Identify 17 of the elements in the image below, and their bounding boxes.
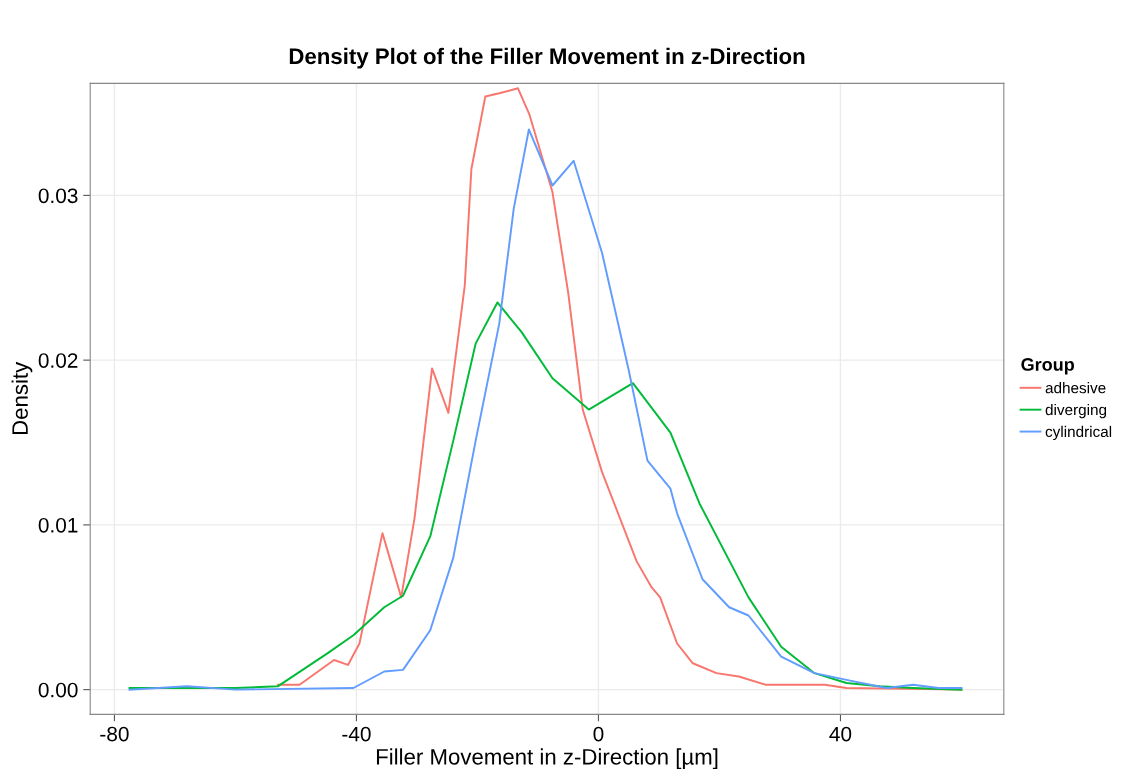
x-tick-label: 40 [829, 726, 852, 742]
y-tick-label: 0.00 [38, 682, 78, 698]
legend-label: cylindrical [1045, 425, 1112, 441]
legend-title: Group [1021, 358, 1075, 375]
x-tick-label: 0 [593, 726, 604, 742]
x-tick-label: -40 [342, 726, 371, 742]
y-axis-title: Density [11, 361, 33, 435]
y-tick-label: 0.03 [38, 188, 78, 204]
line-series [128, 301, 963, 691]
legend-label: diverging [1045, 403, 1107, 419]
line-series [128, 128, 963, 691]
y-tick-label: 0.01 [38, 517, 78, 533]
legend-label: adhesive [1045, 382, 1106, 394]
chart-title: Density Plot of the Filler Movement in z-Direction [289, 47, 805, 69]
y-tick-label: 0.02 [38, 353, 78, 368]
x-axis-title: Filler Movement in z-Direction [µm] [376, 748, 718, 770]
x-tick-label: -80 [100, 726, 129, 742]
